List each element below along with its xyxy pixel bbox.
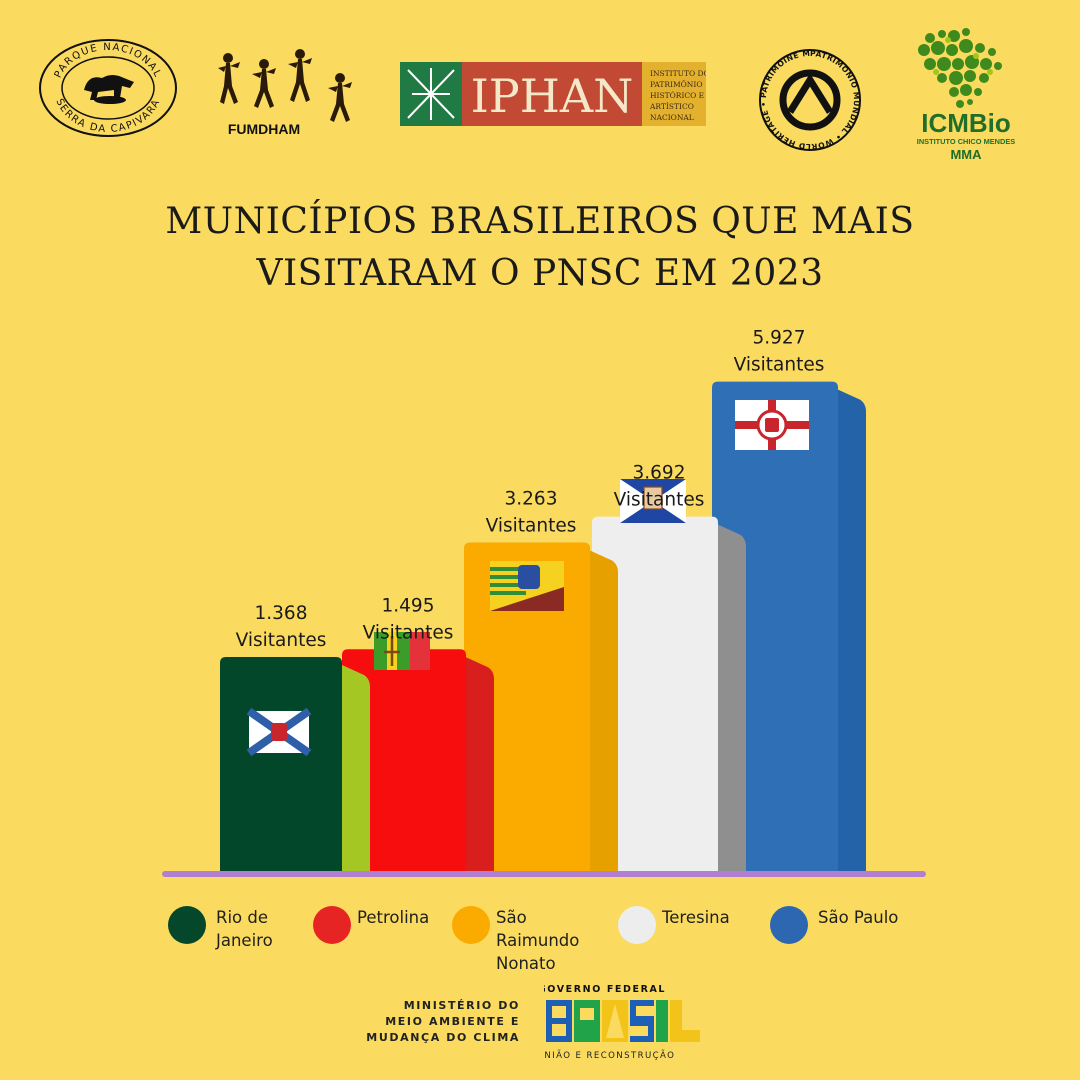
title-line-1: MUNICÍPIOS BRASILEIROS QUE MAIS (165, 201, 915, 242)
fumdham-name: FUMDHAM (228, 121, 300, 137)
legend-swatch (313, 906, 351, 944)
bar-sao-raimundo-nonato (464, 542, 590, 872)
legend-label: Teresina (662, 908, 730, 927)
title-line-2: VISITARAM O PNSC EM 2023 (256, 253, 824, 294)
legend-item-teresina: Teresina (618, 906, 762, 944)
bar-side-petrolina (466, 657, 494, 872)
icmbio-name: ICMBio (921, 108, 1011, 138)
unit-label-sao-raimundo-nonato: Visitantes (486, 516, 577, 537)
svg-text:HISTÓRICO E: HISTÓRICO E (650, 91, 704, 100)
legend-label: Rio de Janeiro (216, 908, 273, 950)
bar-petrolina (342, 649, 466, 872)
legend-item-sao-raimundo-nonato: São Raimundo Nonato (452, 906, 596, 975)
bar-side-sao-paulo (838, 389, 866, 872)
ministry-logo: MINISTÉRIO DO MEIO AMBIENTE E MUDANÇA DO… (366, 999, 520, 1044)
bar-side-sao-raimundo-nonato (590, 550, 618, 872)
legend-swatch (168, 906, 206, 944)
flag-sao-raimundo-nonato (490, 561, 564, 611)
legend: Rio de Janeiro Petrolina São Raimundo No… (0, 906, 1080, 986)
serra-da-capivara-logo: PARQUE NACIONAL SERRA DA CAPIVARA (39, 39, 177, 137)
svg-text:UNIÃO E RECONSTRUÇÃO: UNIÃO E RECONSTRUÇÃO (544, 1050, 675, 1061)
fumdham-logo: FUMDHAM (218, 49, 352, 137)
svg-text:MMA: MMA (950, 147, 982, 162)
flag-petrolina (374, 632, 430, 670)
iphan-logo: IPHAN INSTITUTO DO PATRIMÔNIO HISTÓRICO … (400, 62, 706, 126)
legend-item-rio-de-janeiro: Rio de Janeiro (168, 906, 296, 952)
flag-rio-de-janeiro (246, 707, 312, 757)
unit-label-teresina: Visitantes (614, 490, 705, 511)
bar-side-rio-de-janeiro (342, 664, 370, 872)
value-label-sao-raimundo-nonato: 3.263 (505, 489, 558, 510)
logo-bar: PARQUE NACIONAL SERRA DA CAPIVARA FUMDHA… (0, 0, 1080, 180)
svg-text:ARTÍSTICO: ARTÍSTICO (649, 102, 694, 111)
flag-sao-paulo (735, 400, 809, 450)
svg-text:INSTITUTO CHICO MENDES: INSTITUTO CHICO MENDES (917, 137, 1015, 146)
value-label-petrolina: 1.495 (382, 595, 435, 616)
legend-item-petrolina: Petrolina (313, 906, 457, 944)
legend-swatch (618, 906, 656, 944)
chart-title: MUNICÍPIOS BRASILEIROS QUE MAIS VISITARA… (0, 196, 1080, 300)
iphan-name: IPHAN (471, 69, 634, 123)
bar-side-teresina (718, 524, 746, 872)
bar-rio-de-janeiro (220, 656, 342, 872)
legend-label: São Raimundo Nonato (496, 908, 580, 973)
flag-teresina (620, 479, 686, 523)
bar-teresina (592, 516, 718, 872)
unit-label-rio-de-janeiro: Visitantes (236, 630, 327, 651)
value-label-sao-paulo: 5.927 (753, 328, 806, 349)
svg-text:NACIONAL: NACIONAL (650, 113, 694, 122)
svg-text:INSTITUTO DO: INSTITUTO DO (650, 69, 706, 78)
svg-text:GOVERNO FEDERAL: GOVERNO FEDERAL (544, 984, 666, 995)
legend-item-sao-paulo: São Paulo (770, 906, 928, 944)
legend-swatch (452, 906, 490, 944)
governo-federal-logo: GOVERNO FEDERAL UNIÃO E RECONSTRUÇÃO (544, 984, 700, 1061)
bar-chart: 1.368 Visitantes 1.495 Visitantes 3.263 Visit… (162, 328, 926, 877)
unit-label-petrolina: Visitantes (363, 622, 454, 643)
unit-label-sao-paulo: Visitantes (734, 355, 825, 376)
svg-text:PATRIMÔNIO: PATRIMÔNIO (650, 80, 702, 89)
baseline (162, 871, 926, 877)
value-label-rio-de-janeiro: 1.368 (255, 603, 308, 624)
world-heritage-logo: PATRIMONIO MUNDIAL • WORLD HERITAGE • PA… (756, 48, 861, 151)
legend-label: Petrolina (357, 908, 430, 927)
legend-swatch (770, 906, 808, 944)
icmbio-logo: ICMBio INSTITUTO CHICO MENDES MMA (917, 28, 1015, 162)
value-label-teresina: 3.692 (633, 463, 686, 484)
legend-label: São Paulo (818, 908, 899, 927)
